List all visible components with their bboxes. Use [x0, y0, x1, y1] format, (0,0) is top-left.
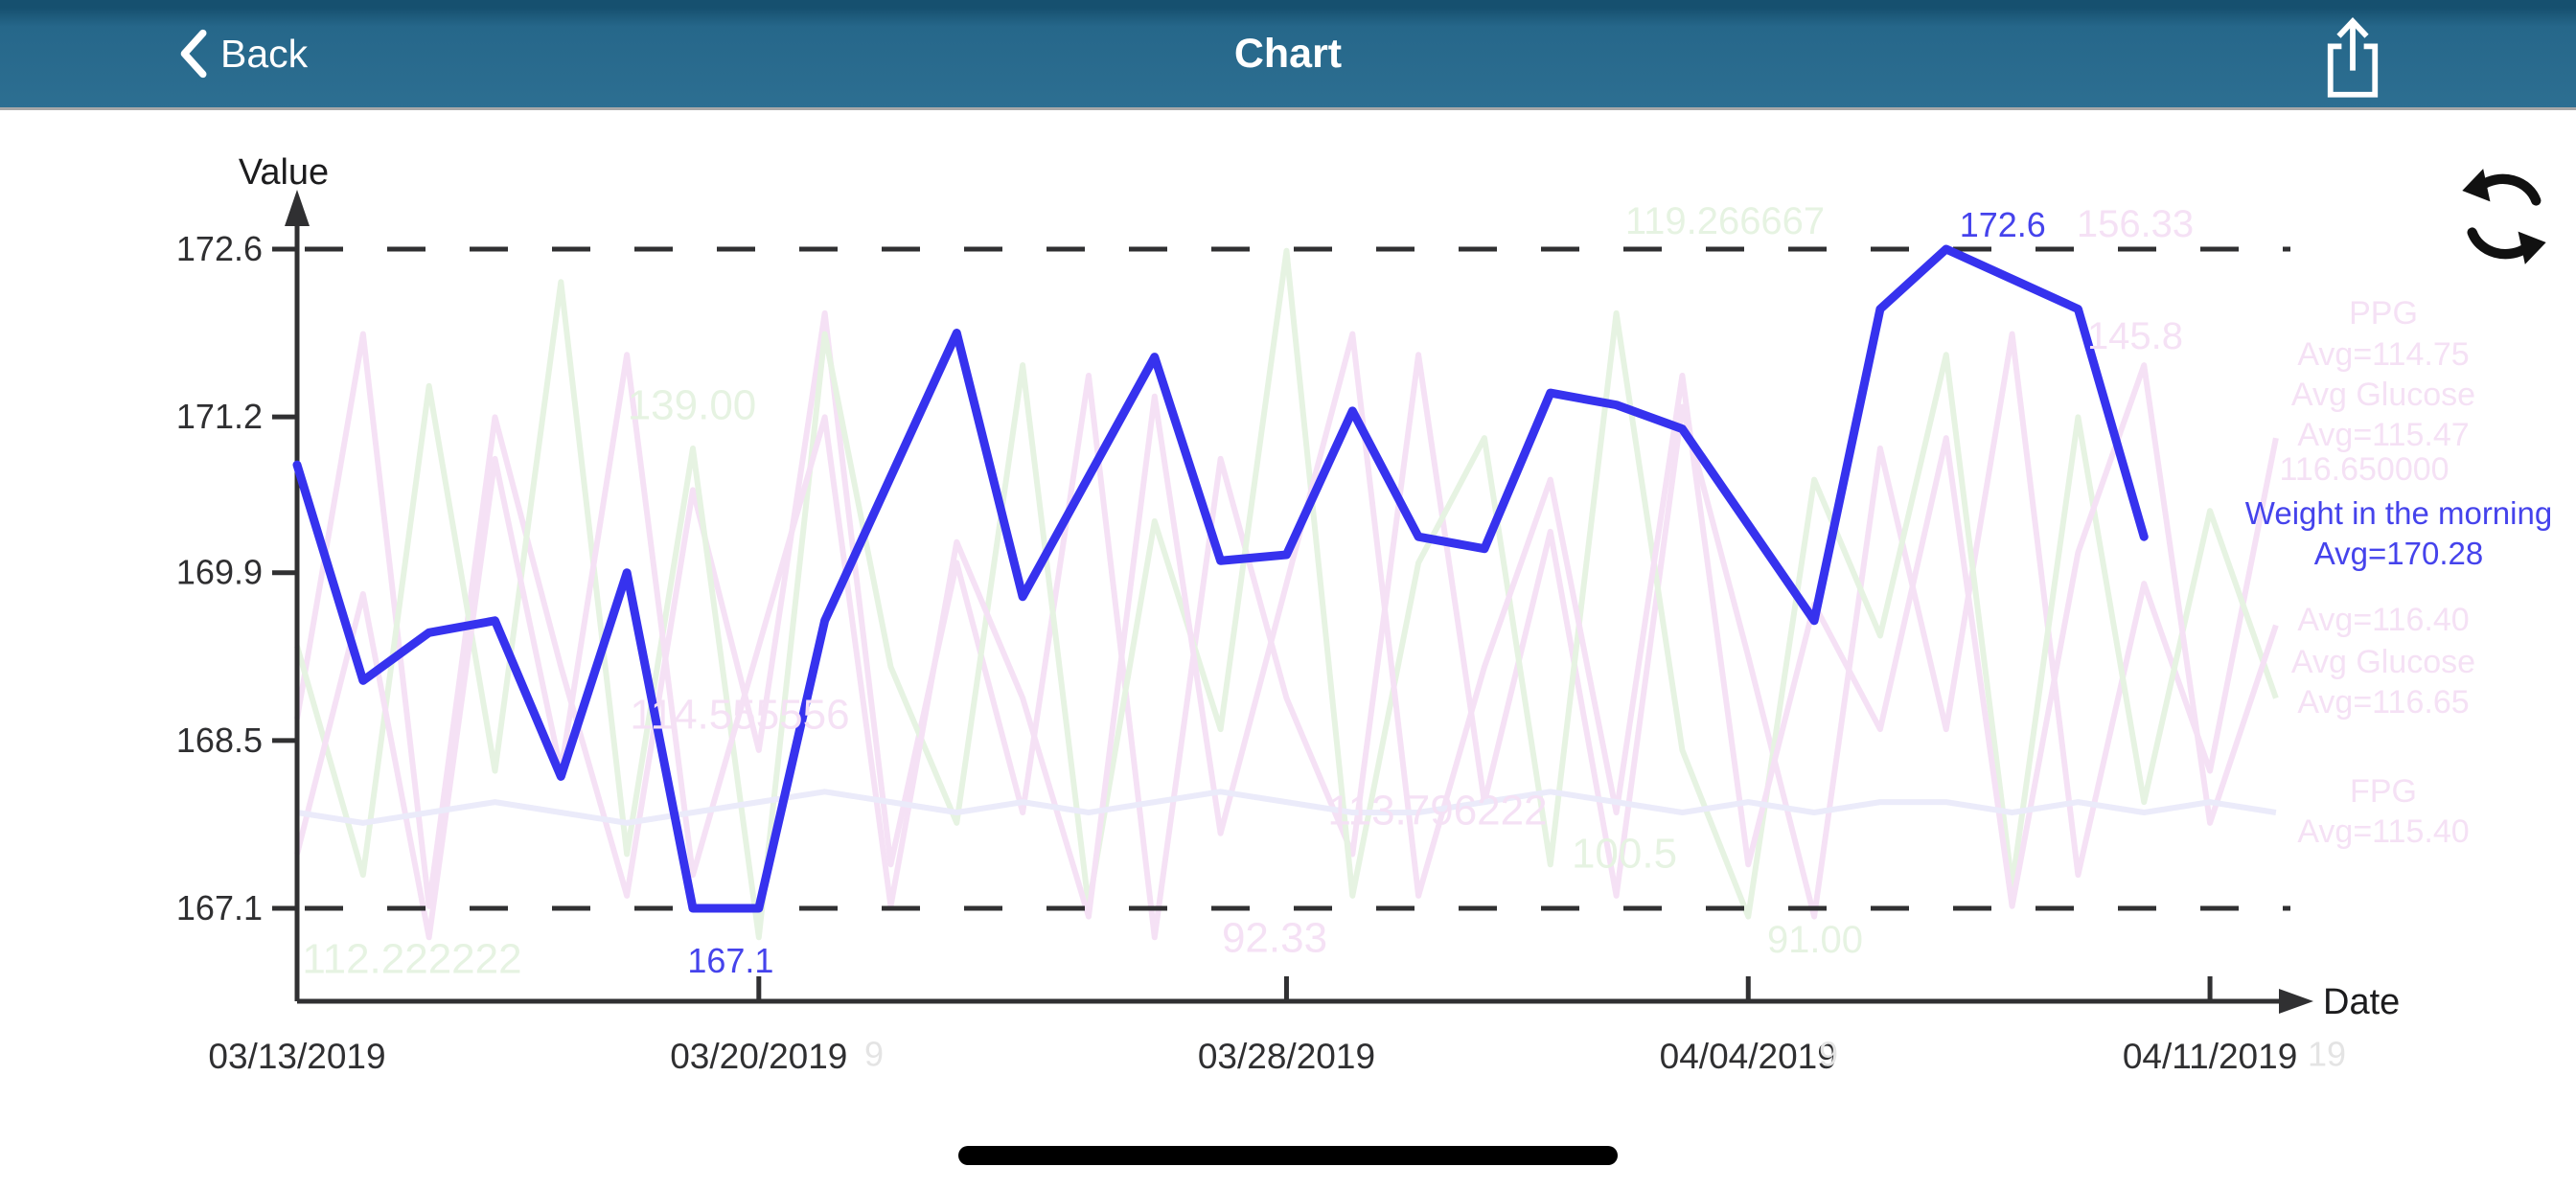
x-tick-label: 03/20/2019	[670, 1037, 847, 1076]
home-indicator-bar[interactable]	[958, 1146, 1618, 1165]
ghost-label: 145.8	[2087, 315, 2183, 357]
ghost-label: Avg=116.65	[2297, 684, 2469, 721]
legend-series-name: Weight in the morning	[2244, 495, 2553, 531]
ghost-label: 112.222222	[302, 935, 521, 982]
y-axis-arrow	[285, 190, 310, 226]
data-point-label: 167.1	[687, 941, 773, 980]
back-button[interactable]: Back	[178, 0, 308, 107]
ghost-label: 9	[864, 1035, 884, 1074]
x-tick-label: 03/13/2019	[208, 1037, 385, 1076]
ghost-label: 119.266667	[1625, 200, 1825, 242]
ghost-fpg-pink2	[294, 331, 2279, 941]
y-tick-label: 167.1	[176, 888, 263, 927]
ghost-avg-lavender	[296, 789, 2277, 826]
weight-series-line	[292, 244, 2149, 913]
ghost-label: 114.555556	[630, 691, 849, 738]
x-tick-label: 03/28/2019	[1198, 1037, 1375, 1076]
ghost-label: 113.796222	[1327, 787, 1547, 834]
navigation-bar: Back Chart	[0, 0, 2576, 110]
ghost-label: 9	[1819, 1035, 1838, 1074]
ios-share-icon	[2323, 14, 2382, 101]
series-legend: Weight in the morning Avg=170.28	[2221, 493, 2576, 574]
y-axis-title: Value	[239, 152, 329, 193]
legend-series-avg: Avg=170.28	[2313, 536, 2484, 571]
ghost-label: Avg=115.47	[2297, 417, 2469, 453]
y-tick-label: 171.2	[176, 397, 263, 436]
chevron-left-icon	[178, 29, 207, 79]
data-point-label: 172.6	[1960, 205, 2046, 244]
ghost-label: 91.00	[1767, 919, 1863, 961]
y-tick-label: 169.9	[176, 553, 263, 592]
ghost-label: 19	[2308, 1035, 2346, 1074]
back-button-label: Back	[220, 31, 309, 76]
ghost-label: 139.00	[628, 381, 757, 428]
sync-arrows-icon	[2454, 169, 2554, 264]
ghost-label: 92.33	[1222, 914, 1327, 961]
ghost-label: Avg=115.40	[2297, 813, 2469, 850]
y-tick-label: 172.6	[176, 229, 263, 268]
ghost-label: Avg Glucose	[2291, 377, 2475, 413]
share-button[interactable]	[2310, 10, 2396, 105]
ghost-label: 116.650000	[2279, 451, 2449, 488]
y-tick-label: 168.5	[176, 721, 263, 760]
chart-canvas: 172.6 171.2 169.9 168.5 167.1 03/13/2019 03/20…	[176, 152, 2475, 1076]
ghost-ppg-pink	[294, 309, 2279, 941]
x-tick-label: 04/11/2019	[2123, 1037, 2297, 1076]
refresh-button[interactable]	[2451, 165, 2557, 268]
ghost-glucose-green	[294, 247, 2279, 941]
page-title: Chart	[1233, 30, 1343, 77]
ghost-label: 100.5	[1572, 830, 1677, 877]
x-axis-arrow	[2279, 989, 2313, 1014]
ghost-label: PPG	[2349, 295, 2418, 332]
x-axis-title: Date	[2323, 982, 2400, 1022]
ghost-label: FPG	[2350, 773, 2417, 810]
ghost-label: Avg Glucose	[2291, 644, 2475, 680]
ghost-label: Avg=114.75	[2297, 336, 2469, 373]
ghost-label: Avg=116.40	[2297, 602, 2469, 638]
x-tick-label: 04/04/2019	[1660, 1037, 1837, 1076]
ghost-label: 156.33	[2077, 203, 2194, 245]
